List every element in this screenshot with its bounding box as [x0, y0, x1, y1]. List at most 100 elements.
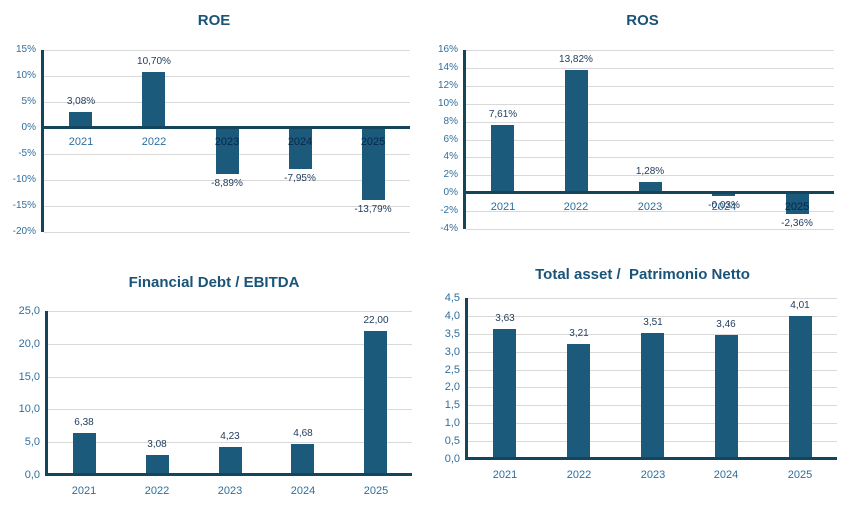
- category-label-2021: 2021: [492, 469, 518, 481]
- y-axis-tick-label: 20,0: [18, 338, 40, 350]
- category-label-2021: 2021: [490, 201, 516, 213]
- gridline: [48, 377, 412, 378]
- gridline: [468, 316, 837, 317]
- x-axis-line: [465, 457, 837, 460]
- y-axis-tick-label: 10%: [15, 70, 36, 81]
- value-label-2022: 3,08: [147, 439, 167, 450]
- bar-2021: [73, 433, 96, 475]
- value-label-2023: 3,51: [643, 317, 663, 328]
- plot-area-total-asset-patrimonio-netto: 4,5 4,0 3,5 3,0 2,5 2,0 1,5 1,0 0,5 0,0 2021 2022 20…: [428, 260, 857, 520]
- value-label-2023: -8,89%: [211, 178, 243, 189]
- gridline: [466, 122, 834, 123]
- y-axis-line: [41, 50, 44, 232]
- value-label-2023: 4,23: [220, 431, 240, 442]
- chart-total-asset-patrimonio-netto: Total asset / Patrimonio Netto 4,5 4,0 3,5…: [428, 260, 857, 520]
- category-label-2023: 2023: [214, 136, 240, 148]
- category-label-2023: 2023: [217, 485, 243, 497]
- x-axis-line: [41, 126, 410, 129]
- y-axis-tick-label: 8%: [443, 116, 458, 127]
- gridline: [466, 157, 834, 158]
- value-label-2024: 4,68: [293, 428, 313, 439]
- gridline: [48, 344, 412, 345]
- y-axis-tick-label: 25,0: [18, 305, 40, 317]
- bar-2024: [712, 193, 735, 196]
- category-label-2023: 2023: [637, 201, 663, 213]
- y-axis-line: [463, 50, 466, 229]
- value-label-2025: 22,00: [363, 315, 389, 326]
- value-label-2025: -2,36%: [781, 218, 813, 229]
- gridline: [44, 102, 410, 103]
- y-axis-tick-label: 4,5: [444, 292, 460, 304]
- y-axis-tick-label: 14%: [437, 62, 458, 73]
- bar-2023: [641, 333, 664, 459]
- plot-area-roe: 15% 10% 5% 0% -5% -10% -15% -20% 2021 2022 2023 202…: [0, 0, 428, 260]
- y-axis-tick-label: 15,0: [18, 371, 40, 383]
- chart-title-total-asset-patrimonio-netto: Total asset / Patrimonio Netto: [535, 266, 750, 283]
- gridline: [466, 229, 834, 230]
- category-label-2021: 2021: [71, 485, 97, 497]
- y-axis-tick-label: 12%: [437, 80, 458, 91]
- bar-2022: [565, 70, 588, 194]
- category-label-2021: 2021: [68, 136, 94, 148]
- plot-area-financial-debt-ebitda: 25,0 20,0 15,0 10,0 5,0 0,0 2021 2022 2023 2024 20…: [0, 260, 428, 520]
- y-axis-tick-label: 2%: [443, 169, 458, 180]
- y-axis-tick-label: 10,0: [18, 403, 40, 415]
- bar-2025: [362, 128, 385, 200]
- gridline: [48, 442, 412, 443]
- category-label-2022: 2022: [563, 201, 589, 213]
- x-axis-line: [463, 191, 834, 194]
- category-label-2022: 2022: [141, 136, 167, 148]
- gridline: [44, 180, 410, 181]
- gridline: [44, 206, 410, 207]
- category-label-2023: 2023: [640, 469, 666, 481]
- y-axis-tick-label: 0,5: [444, 435, 460, 447]
- y-axis-tick-label: 0,0: [444, 453, 460, 465]
- category-label-2025: 2025: [360, 136, 386, 148]
- y-axis-tick-label: 1,0: [444, 417, 460, 429]
- value-label-2022: 10,70%: [137, 56, 171, 67]
- chart-title-ros: ROS: [626, 12, 659, 29]
- chart-roe: ROE 15% 10% 5% 0% -5% -10% -15% -20% 2021 2022 202…: [0, 0, 428, 260]
- y-axis-tick-label: 2,5: [444, 364, 460, 376]
- chart-ros: ROS 16% 14% 12% 10% 8% 6% 4% 2% 0% -2% -4% 2021 2022…: [428, 0, 857, 260]
- category-label-2022: 2022: [566, 469, 592, 481]
- gridline: [468, 298, 837, 299]
- bar-2022: [146, 455, 169, 475]
- value-label-2024: -0,03%: [708, 200, 740, 211]
- category-label-2024: 2024: [290, 485, 316, 497]
- y-axis-tick-label: 0,0: [24, 469, 40, 481]
- y-axis-tick-label: 2,0: [444, 381, 460, 393]
- y-axis-tick-label: 5,0: [24, 436, 40, 448]
- y-axis-tick-label: -15%: [12, 200, 36, 211]
- y-axis-tick-label: 10%: [437, 98, 458, 109]
- gridline: [466, 211, 834, 212]
- bar-2024: [715, 335, 738, 459]
- value-label-2023: 1,28%: [635, 166, 665, 177]
- bar-2023: [219, 447, 242, 475]
- bar-2025: [364, 331, 387, 475]
- chart-financial-debt-ebitda: Financial Debt / EBITDA 25,0 20,0 15,0 10,0…: [0, 260, 428, 520]
- category-label-2024: 2024: [711, 201, 737, 213]
- y-axis-tick-label: 16%: [437, 44, 458, 55]
- x-axis-line: [45, 473, 412, 476]
- category-label-2025: 2025: [363, 485, 389, 497]
- y-axis-tick-label: -10%: [12, 174, 36, 185]
- bar-2025: [786, 193, 809, 214]
- value-label-2021: 7,61%: [488, 109, 518, 120]
- category-label-2025: 2025: [784, 201, 810, 213]
- category-label-2024: 2024: [287, 136, 313, 148]
- value-label-2024: -7,95%: [284, 173, 316, 184]
- y-axis-tick-label: 3,0: [444, 346, 460, 358]
- value-label-2022: 13,82%: [559, 54, 593, 65]
- gridline: [44, 50, 410, 51]
- bar-2024: [291, 444, 314, 475]
- y-axis-tick-label: 0%: [443, 187, 458, 198]
- y-axis-line: [465, 298, 468, 459]
- bar-2021: [491, 125, 514, 193]
- gridline: [466, 86, 834, 87]
- chart-title-financial-debt-ebitda: Financial Debt / EBITDA: [128, 274, 300, 291]
- value-label-2022: 3,21: [569, 328, 589, 339]
- y-axis-tick-label: 15%: [15, 44, 36, 55]
- value-label-2021: 3,63: [495, 313, 515, 324]
- value-label-2024: 3,46: [716, 319, 736, 330]
